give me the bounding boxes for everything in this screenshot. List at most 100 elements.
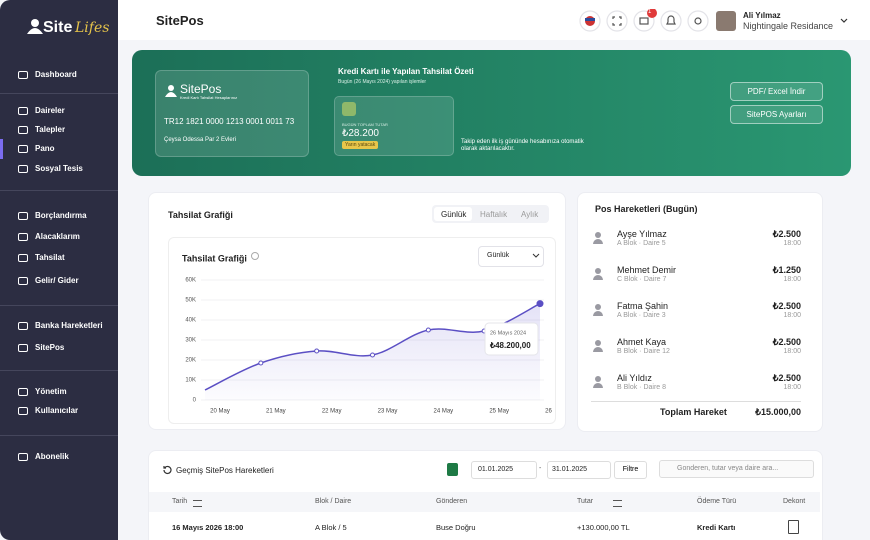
pos-name: Ali Yıldız (617, 373, 652, 383)
nav-item[interactable]: Daireler (18, 106, 65, 115)
iban: TR12 1821 0000 1213 0001 0011 73 (164, 117, 295, 126)
pos-amount: ₺2.500 (772, 229, 801, 239)
tab[interactable]: Haftalık (480, 210, 508, 219)
excel-icon[interactable] (447, 463, 458, 476)
tab[interactable]: Aylık (521, 210, 539, 219)
avatar-head (595, 304, 601, 310)
avatar-head (595, 340, 601, 346)
nav-icon (18, 343, 28, 352)
x-tick-label: 23 May (378, 409, 398, 415)
banner (132, 50, 851, 176)
user-site: Nightingale Residance (743, 21, 834, 31)
pos-total: ₺15.000,00 (755, 407, 801, 417)
y-tick-label: 10K (185, 378, 196, 384)
point (314, 348, 320, 354)
nav-item[interactable]: Gelir/ Gider (18, 276, 79, 285)
y-tick-label: 20K (185, 358, 196, 364)
date-from: 01.01.2025 (478, 466, 514, 473)
avatar-head (595, 232, 601, 238)
nav-item[interactable]: SitePos (18, 343, 64, 352)
x-tick-label: 21 May (266, 409, 286, 415)
date-from-box[interactable] (471, 461, 537, 479)
separator (0, 93, 118, 94)
nav-icon (18, 321, 28, 330)
tooltip-date: 26 Mayıs 2024 (490, 330, 526, 336)
nav-item[interactable]: Banka Hareketleri (18, 321, 103, 330)
page-title: SitePos (156, 13, 204, 28)
point (425, 327, 431, 333)
nav-item[interactable]: Alacaklarım (18, 232, 80, 241)
nav-item[interactable]: Dashboard (18, 70, 77, 79)
nav-label: Sosyal Tesis (35, 164, 83, 173)
pos-amount: ₺2.500 (772, 337, 801, 347)
cell: Kredi Kartı (697, 523, 736, 532)
column-header: Gönderen (436, 498, 468, 505)
nav-item[interactable]: Yönetim (18, 387, 67, 396)
pos-time: 18:00 (783, 348, 801, 355)
y-tick-label: 30K (185, 338, 196, 344)
filter-button[interactable]: Filtre (614, 461, 647, 479)
filter-icon (613, 500, 622, 507)
cell: A Blok / 5 (315, 523, 347, 532)
nav-icon (18, 387, 28, 396)
chevron (532, 253, 540, 258)
nav-item[interactable]: Sosyal Tesis (18, 164, 83, 173)
cell: 16 Mayıs 2026 18:00 (172, 523, 244, 532)
nav-item[interactable]: Borçlandırma (18, 211, 87, 220)
nav-item[interactable]: Kullanıcılar (18, 406, 78, 415)
nav-icon (18, 125, 28, 134)
logo-site: Site (43, 19, 73, 36)
avatar-head (595, 268, 601, 274)
avatar-body (593, 275, 603, 280)
nav-label: Pano (35, 144, 55, 153)
select[interactable] (478, 246, 544, 267)
separator (0, 370, 118, 371)
nav-item[interactable]: Pano (18, 144, 55, 153)
export-button[interactable]: PDF/ Excel İndir (730, 82, 823, 101)
x-tick-label: 25 May (489, 409, 509, 415)
pos-name: Fatma Şahin (617, 301, 669, 311)
x-tick-label: 20 May (210, 409, 230, 415)
tab[interactable]: Günlük (441, 210, 467, 219)
history-title: Geçmiş SitePos Hareketleri (176, 466, 274, 475)
nav-icon (18, 452, 28, 461)
nav-label: Alacaklarım (35, 232, 80, 241)
pos-unit: B Blok · Daire 8 (617, 384, 667, 391)
nav-label: Kullanıcılar (35, 406, 79, 415)
nav-icon (18, 232, 28, 241)
nav-icon (18, 253, 28, 262)
search-box[interactable] (659, 460, 814, 478)
chart: Tahsilat Grafiği 0 10K 20K 30K 40K 50K 60K 20 M… (182, 252, 554, 415)
tooltip (484, 322, 539, 356)
pos-card-panel (577, 192, 823, 432)
date-to: 31.01.2025 (552, 466, 588, 473)
nav-label: Talepler (35, 125, 66, 134)
cell: Buse Doğru (436, 523, 476, 532)
pos-amount: ₺2.500 (772, 301, 801, 311)
receipt-icon (788, 520, 799, 534)
nav-label: Banka Hareketleri (35, 321, 103, 330)
pos-amount: ₺1.250 (772, 265, 801, 275)
nav-item[interactable]: Talepler (18, 125, 65, 134)
x-tick-label: 26 May (545, 409, 554, 415)
summary-subtitle: Bugün (26 Mayıs 2024) yapılan işlemler (338, 79, 427, 85)
y-tick-label: 60K (185, 278, 196, 284)
nav-item[interactable]: Tahsilat (18, 253, 65, 262)
settings-button[interactable]: SitePOS Ayarları (730, 105, 823, 124)
nav-item[interactable]: Abonelik (18, 452, 69, 461)
total: ₺28.200 (342, 128, 379, 139)
logo-lifes: Lifes (75, 20, 110, 36)
pos-time: 18:00 (783, 384, 801, 391)
point (536, 300, 544, 308)
card-subtitle: Kredi Kartı Tahsilat Hesaplarınız (180, 95, 238, 100)
pos-card (155, 70, 309, 157)
nav-label: Dashboard (35, 70, 77, 79)
date-to-box[interactable] (547, 461, 611, 479)
pos-amount: ₺2.500 (772, 373, 801, 383)
point (258, 360, 264, 366)
pos-title: Pos Hareketleri (Bugün) (595, 204, 698, 214)
line-area (205, 303, 540, 400)
summary-title: Kredi Kartı ile Yapılan Tahsilat Özeti (338, 67, 474, 76)
user-name: Ali Yılmaz (743, 11, 781, 20)
